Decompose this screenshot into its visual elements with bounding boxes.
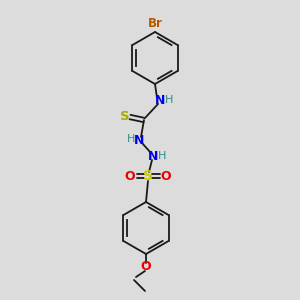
Text: Br: Br: [148, 17, 162, 30]
Text: N: N: [155, 94, 165, 106]
Text: H: H: [127, 134, 135, 144]
Text: O: O: [141, 260, 151, 272]
Text: N: N: [148, 149, 158, 163]
Text: O: O: [125, 169, 135, 182]
Text: O: O: [161, 169, 171, 182]
Text: N: N: [134, 134, 144, 146]
Text: S: S: [120, 110, 130, 124]
Text: S: S: [143, 169, 153, 183]
Text: H: H: [158, 151, 166, 161]
Text: H: H: [165, 95, 173, 105]
